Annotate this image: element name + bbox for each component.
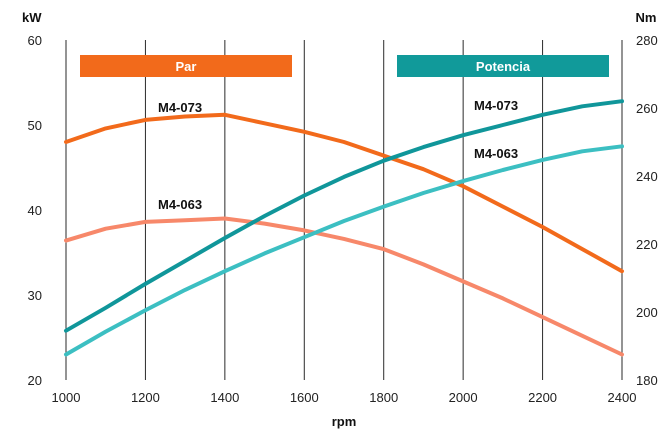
y-right-unit: Nm [636,10,657,25]
series-label-potencia-m4-063: M4-063 [474,146,518,161]
x-tick-2200: 2200 [528,390,557,405]
y-right-tick-220: 220 [636,237,658,252]
series-line-potencia-m4-073 [64,99,624,333]
y-right-tick-240: 240 [636,169,658,184]
series-line-potencia-m4-063 [64,144,624,357]
y-left-tick-60: 60 [28,33,42,48]
y-right-tick-180: 180 [636,373,658,388]
y-left-tick-50: 50 [28,118,42,133]
legend-potencia-label: Potencia [476,59,531,74]
y-right-tick-260: 260 [636,101,658,116]
series-line-par-m4-073 [64,112,624,274]
x-tick-1000: 1000 [52,390,81,405]
y-right-tick-200: 200 [636,305,658,320]
y-left-tick-labels: 20 30 40 50 60 [28,33,42,388]
x-tick-1600: 1600 [290,390,319,405]
x-tick-1800: 1800 [369,390,398,405]
y-left-tick-30: 30 [28,288,42,303]
x-tick-2400: 2400 [608,390,637,405]
y-left-unit: kW [22,10,42,25]
series-label-par-m4-073: M4-073 [158,100,202,115]
legend: Par Potencia [80,55,609,77]
series-line-par-m4-063 [64,216,624,357]
series-lines [64,99,624,357]
vertical-gridlines [65,40,623,380]
x-tick-1200: 1200 [131,390,160,405]
legend-potencia-swatch [397,55,609,77]
y-left-tick-20: 20 [28,373,42,388]
series-label-potencia-m4-073: M4-073 [474,98,518,113]
series-label-par-m4-063: M4-063 [158,197,202,212]
y-right-tick-280: 280 [636,33,658,48]
y-left-tick-40: 40 [28,203,42,218]
x-axis-label: rpm [332,414,357,429]
y-right-tick-labels: 180 200 220 240 260 280 [636,33,658,388]
x-tick-labels: 1000 1200 1400 1600 1800 2000 2200 2400 [52,390,637,405]
x-tick-2000: 2000 [449,390,478,405]
legend-par-label: Par [176,59,197,74]
legend-par-swatch [80,55,292,77]
x-tick-1400: 1400 [210,390,239,405]
